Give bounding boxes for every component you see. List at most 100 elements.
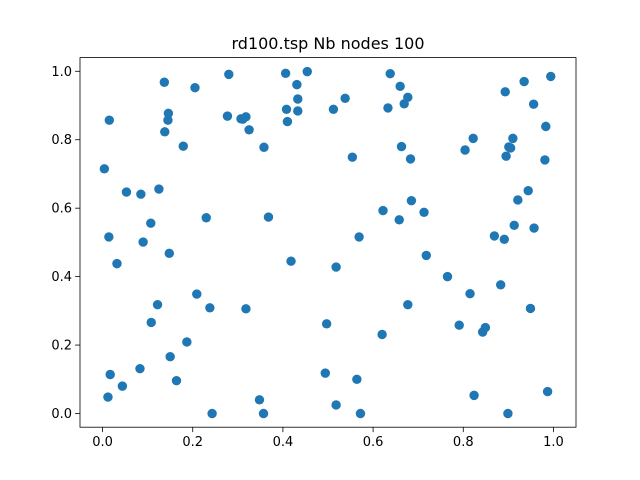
data-point (293, 94, 303, 104)
data-point (501, 151, 511, 161)
data-point (254, 395, 265, 405)
data-point (421, 250, 431, 261)
y-tick-label: 0.4 (51, 270, 72, 285)
data-point (513, 195, 523, 205)
data-point (192, 289, 202, 299)
data-point (222, 111, 233, 121)
x-tick-label: 0.2 (182, 435, 203, 450)
data-point (406, 195, 417, 206)
data-point (164, 248, 174, 259)
data-point (465, 289, 475, 299)
data-point (505, 143, 516, 153)
data-point (468, 133, 478, 144)
data-point (241, 304, 251, 314)
data-point (136, 189, 146, 199)
data-point (152, 299, 163, 310)
data-point (396, 141, 407, 152)
data-point (480, 322, 491, 333)
data-point (103, 392, 113, 402)
data-point (224, 69, 234, 80)
data-point (331, 400, 341, 410)
data-point (525, 303, 536, 314)
data-point (293, 106, 303, 116)
data-point (154, 184, 164, 194)
data-point (340, 93, 350, 104)
data-point (205, 303, 215, 313)
data-point (171, 375, 182, 386)
data-point (258, 408, 269, 419)
points-layer (99, 66, 556, 419)
data-point (241, 112, 251, 122)
data-point (419, 207, 429, 217)
chart-title: rd100.tsp Nb nodes 100 (231, 34, 424, 53)
data-point (328, 104, 339, 114)
data-point (495, 280, 506, 290)
data-point (460, 145, 470, 155)
data-point (499, 234, 510, 245)
data-point (178, 141, 188, 151)
data-point (201, 213, 211, 223)
data-point (403, 92, 413, 102)
data-point (146, 317, 156, 328)
data-point (509, 220, 519, 230)
x-axis: 0.0 0.2 0.4 0.6 0.8 1.0 (92, 427, 564, 450)
data-point (159, 77, 170, 87)
data-point (540, 155, 550, 165)
data-point (352, 374, 362, 384)
data-point (377, 329, 387, 340)
data-point (321, 319, 332, 329)
data-point (112, 258, 122, 269)
data-point (282, 116, 293, 127)
data-point (292, 79, 302, 90)
data-point (395, 81, 405, 92)
data-point (454, 320, 464, 330)
data-point (281, 104, 292, 114)
data-point (259, 142, 269, 152)
data-point (385, 68, 395, 79)
data-point (403, 299, 413, 310)
data-point (146, 218, 156, 228)
data-point (138, 237, 148, 247)
y-tick-label: 0.8 (51, 133, 72, 148)
data-point (117, 381, 128, 391)
plot-frame (79, 57, 577, 428)
data-point (383, 103, 393, 113)
data-point (394, 215, 404, 225)
data-point (442, 271, 453, 282)
data-point (519, 76, 529, 87)
x-tick-label: 0.0 (92, 435, 113, 450)
data-point (163, 108, 174, 119)
data-point (105, 369, 115, 380)
data-point (182, 337, 192, 347)
data-point (104, 232, 114, 242)
data-point (165, 352, 175, 362)
data-point (528, 99, 539, 109)
x-tick-label: 0.6 (363, 435, 384, 450)
y-tick-label: 0.6 (51, 202, 72, 217)
y-tick-label: 1.0 (51, 65, 72, 80)
y-tick-label: 0.2 (51, 339, 72, 354)
data-point (529, 223, 539, 233)
data-point (244, 125, 254, 135)
data-point (469, 390, 479, 401)
x-tick-label: 0.8 (453, 435, 474, 450)
data-point (405, 154, 416, 164)
data-point (163, 115, 173, 125)
data-point (542, 386, 553, 397)
data-point (207, 408, 217, 419)
data-point (523, 186, 533, 196)
data-point (121, 187, 132, 197)
data-point (378, 205, 388, 216)
data-point (508, 133, 518, 144)
data-point (302, 66, 312, 77)
data-point (331, 262, 341, 272)
data-point (280, 68, 291, 79)
data-point (489, 231, 500, 241)
data-point (286, 256, 296, 266)
data-point (541, 121, 551, 132)
data-point (135, 363, 145, 374)
data-point (99, 164, 110, 174)
data-point (263, 212, 274, 222)
y-tick-label: 0.0 (51, 407, 72, 422)
